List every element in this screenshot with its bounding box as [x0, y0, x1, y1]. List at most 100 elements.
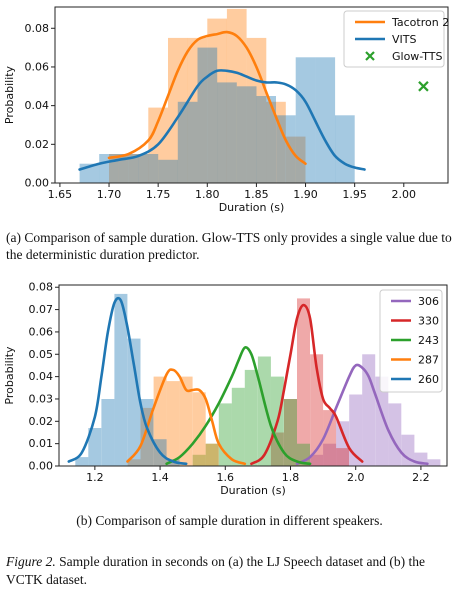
legend-label: VITS	[392, 33, 416, 46]
legend-entry: Tacotron 2	[355, 16, 449, 29]
legend-label: 306	[418, 295, 439, 308]
hist-bar	[166, 381, 180, 466]
hist-bar	[336, 448, 350, 466]
x-tick-label: 1.2	[86, 471, 104, 484]
hist-287	[127, 376, 219, 466]
legend: 306 330 243 287 260	[379, 289, 443, 393]
y-tick-label: 0.04	[25, 99, 50, 112]
x-tick-label: 1.8	[282, 471, 300, 484]
hist-bar	[231, 387, 245, 466]
y-tick-label: 0.08	[29, 281, 54, 294]
hist-bar	[349, 394, 363, 466]
hist-bar	[297, 298, 310, 466]
hist-bar	[118, 154, 139, 183]
hist-bar	[88, 428, 102, 466]
y-tick-label: 0.01	[29, 437, 54, 450]
x-tick-label: 1.6	[217, 471, 235, 484]
caption-a: (a) Comparison of sample duration. Glow-…	[6, 230, 452, 262]
hist-bar	[114, 293, 128, 466]
legend-label: 287	[418, 354, 439, 367]
x-axis-label: Duration (s)	[219, 201, 285, 214]
hist-bar	[427, 459, 441, 466]
hist-bar	[246, 37, 267, 184]
kde-line-330	[250, 303, 364, 466]
legend-entry: 306	[391, 295, 439, 308]
hist-bar	[336, 421, 350, 466]
hist-bar	[310, 454, 324, 466]
figure-caption-text: Sample duration in seconds on (a) the LJ…	[6, 554, 426, 587]
legend-label: 330	[418, 315, 439, 328]
x-axis-label: Duration (s)	[220, 484, 286, 497]
hist-bar	[205, 443, 219, 466]
hist-bar	[158, 159, 178, 183]
x-tick-label: 1.85	[244, 188, 269, 201]
legend-entry: VITS	[355, 33, 416, 46]
legend-entry: Glow-TTS	[365, 50, 443, 63]
hist-bar	[256, 96, 276, 183]
y-tick-label: 0.06	[29, 325, 54, 338]
hist-bar	[205, 443, 219, 466]
hist-bar	[75, 457, 89, 466]
y-tick-label: 0.02	[25, 138, 50, 151]
kde-line-287	[126, 368, 247, 466]
kde-line-306	[295, 363, 429, 466]
hist-bar	[284, 399, 297, 466]
hist-bar	[244, 369, 258, 466]
y-tick-label: 0.00	[29, 460, 54, 473]
hist-tacotron-2	[109, 8, 306, 184]
x-tick-label: 2.0	[347, 471, 365, 484]
hist-bar	[295, 57, 316, 183]
figure-label: Figure 2.	[6, 554, 56, 569]
y-tick-label: 0.00	[25, 177, 50, 190]
y-tick-label: 0.05	[29, 348, 54, 361]
hist-bar	[315, 57, 336, 183]
legend-entry: 287	[391, 354, 439, 367]
x-tick-label: 1.80	[195, 188, 220, 201]
hist-bar	[375, 376, 389, 466]
x-tick-label: 1.95	[342, 188, 367, 201]
x-tick-label: 1.90	[293, 188, 318, 201]
plot-frame	[58, 284, 448, 467]
hist-bar	[401, 434, 415, 466]
plot-frame	[54, 6, 449, 184]
legend-entry: 243	[391, 334, 439, 347]
y-tick-label: 0.03	[29, 392, 54, 405]
hist-bar	[128, 154, 149, 183]
x-tick-label: 2.2	[412, 471, 430, 484]
point-marker-glow-tts	[418, 81, 429, 92]
figure-caption: Figure 2. Sample duration in seconds on …	[6, 553, 456, 589]
legend-label: Tacotron 2	[391, 16, 449, 29]
hist-bar	[177, 101, 198, 183]
legend-marker	[365, 51, 375, 61]
legend-label: Glow-TTS	[392, 50, 443, 63]
kde-line-vits	[78, 69, 366, 171]
hist-bar	[127, 459, 141, 466]
hist-bar	[127, 338, 141, 466]
hist-vits	[79, 47, 355, 183]
legend-entry: 330	[391, 315, 439, 328]
hist-bar	[192, 454, 206, 466]
legend: Tacotron 2 VITS Glow-TTS	[343, 10, 449, 68]
hist-bar	[266, 101, 286, 183]
chart-a: 1.65 1.70 1.75 1.80 1.85 1.90 1.95 2.00 0.00 0.02…	[3, 6, 449, 214]
hist-bar	[192, 392, 206, 466]
caption-b: (b) Comparison of sample duration in dif…	[76, 513, 383, 528]
y-tick-label: 0.07	[29, 303, 54, 316]
y-tick-label: 0.02	[29, 415, 54, 428]
hist-bar	[138, 154, 159, 183]
y-tick-label: 0.06	[25, 60, 50, 73]
hist-bar	[284, 399, 297, 466]
x-tick-label: 2.00	[392, 188, 417, 201]
x-tick-label: 1.65	[48, 188, 73, 201]
kde-line-260	[67, 296, 188, 466]
x-tick-label: 1.75	[146, 188, 171, 201]
hist-bar	[168, 37, 188, 184]
chart-b: 1.2 1.4 1.6 1.8 2.0 2.2 0.00 0.01 0.02 0.03 0.04 0.…	[3, 281, 448, 497]
hist-bar	[187, 37, 208, 184]
hist-bar	[226, 8, 247, 184]
y-tick-label: 0.08	[25, 22, 50, 35]
hist-bar	[101, 399, 115, 466]
hist-bar	[323, 443, 337, 466]
legend-label: 243	[418, 334, 439, 347]
y-axis-label: Probability	[3, 65, 16, 124]
